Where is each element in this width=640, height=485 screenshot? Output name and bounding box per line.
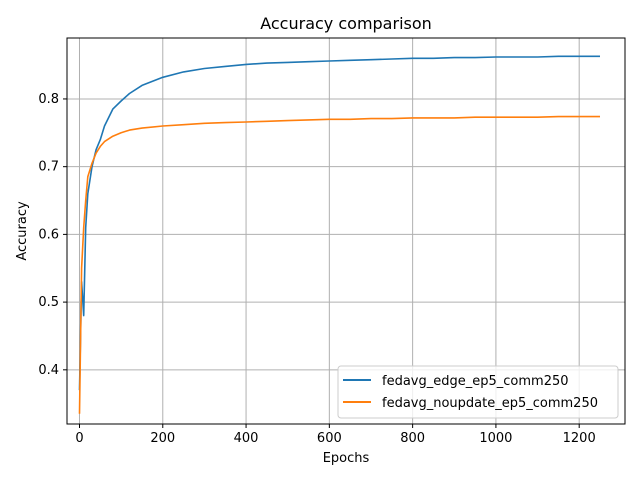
y-tick-label: 0.6 bbox=[38, 227, 59, 242]
y-axis-label: Accuracy bbox=[15, 201, 30, 261]
legend: fedavg_edge_ep5_comm250 fedavg_noupdate_… bbox=[337, 365, 619, 419]
tick-layer: 0 200 400 600 800 1000 1200 0.4 0.5 0.6 0.7 0.8 bbox=[38, 92, 595, 446]
legend-box bbox=[337, 365, 619, 419]
legend-label-edge: fedavg_edge_ep5_comm250 bbox=[382, 374, 569, 389]
x-tick-label: 800 bbox=[400, 431, 425, 446]
x-tick-label: 1000 bbox=[479, 431, 512, 446]
series-line-noupdate bbox=[78, 115, 600, 414]
grid-layer bbox=[67, 38, 625, 424]
x-tick-label: 200 bbox=[150, 431, 175, 446]
x-tick-label: 1200 bbox=[563, 431, 596, 446]
x-axis-label: Epochs bbox=[323, 451, 370, 466]
x-tick-label: 0 bbox=[75, 431, 83, 446]
x-tick-label: 600 bbox=[317, 431, 342, 446]
y-tick-label: 0.4 bbox=[38, 363, 59, 378]
x-tick-label: 400 bbox=[234, 431, 259, 446]
y-tick-label: 0.5 bbox=[38, 295, 59, 310]
y-tick-label: 0.7 bbox=[38, 160, 59, 175]
legend-label-noupdate: fedavg_noupdate_ep5_comm250 bbox=[382, 396, 598, 411]
y-tick-label: 0.8 bbox=[38, 92, 59, 107]
chart-title: Accuracy comparison bbox=[260, 14, 432, 33]
series-layer bbox=[78, 55, 600, 414]
plot-frame bbox=[66, 37, 626, 425]
